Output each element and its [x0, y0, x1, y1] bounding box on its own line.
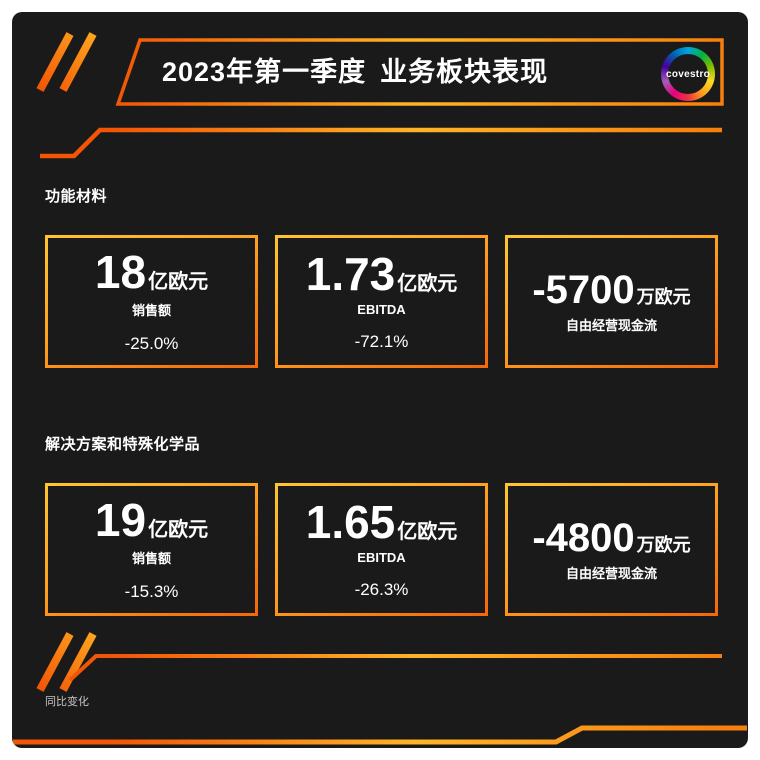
page-title-period: 2023年第一季度: [162, 57, 367, 87]
kpi-card-ss-ebitda: 1.65 亿欧元 EBITDA -26.3%: [275, 483, 488, 616]
covestro-logo-icon: covestro: [661, 47, 715, 101]
kpi-value: 19: [94, 494, 147, 546]
kpi-label: 自由经营现金流: [565, 565, 657, 581]
kpi-value: 1.65: [305, 496, 396, 548]
kpi-unit: 亿欧元: [148, 271, 209, 293]
kpi-card-body: 1.73 亿欧元 EBITDA -72.1%: [278, 238, 485, 365]
kpi-unit: 亿欧元: [397, 521, 458, 543]
bottom-slash-1: [36, 632, 74, 692]
decorative-lines: [13, 32, 747, 745]
kpi-card-body: -5700 万欧元 自由经营现金流: [508, 238, 715, 365]
kpi-card-body: 1.65 亿欧元 EBITDA -26.3%: [278, 486, 485, 613]
bottom-slash-2: [59, 632, 97, 692]
section-heading-performance-materials: 功能材料: [45, 188, 108, 205]
kpi-card-pm-sales: 18 亿欧元 销售额 -25.0%: [45, 235, 258, 368]
slide-canvas: 2023年第一季度 业务板块表现 covestro 功能材料 18 亿欧元 销售额 …: [12, 12, 748, 748]
kpi-label: EBITDA: [357, 550, 406, 565]
footnote-yoy-change: 同比变化: [45, 696, 89, 708]
kpi-change: -26.3%: [354, 580, 409, 599]
kpi-label: 销售额: [131, 303, 171, 318]
top-slash-2: [59, 32, 97, 92]
kpi-card-pm-cashflow: -5700 万欧元 自由经营现金流: [505, 235, 718, 368]
kpi-value: -5700: [532, 267, 635, 312]
kpi-card-ss-cashflow: -4800 万欧元 自由经营现金流: [505, 483, 718, 616]
kpi-value: 1.73: [305, 248, 396, 300]
kpi-value: -4800: [532, 515, 635, 560]
top-slash-1: [36, 32, 74, 92]
kpi-change: -25.0%: [124, 334, 179, 353]
kpi-unit: 亿欧元: [397, 273, 458, 295]
kpi-change: -15.3%: [124, 582, 179, 601]
kpi-label: 自由经营现金流: [565, 317, 657, 333]
kpi-label: 销售额: [131, 551, 171, 566]
kpi-change: -72.1%: [354, 332, 409, 351]
kpi-card-body: 18 亿欧元 销售额 -25.0%: [48, 238, 255, 365]
kpi-card-body: -4800 万欧元 自由经营现金流: [508, 486, 715, 613]
kpi-card-ss-sales: 19 亿欧元 销售额 -15.3%: [45, 483, 258, 616]
page-title: 2023年第一季度 业务板块表现: [162, 52, 548, 92]
kpi-unit: 亿欧元: [148, 519, 209, 541]
covestro-logo-text: covestro: [665, 68, 711, 80]
kpi-label: EBITDA: [357, 302, 406, 317]
kpi-unit: 万欧元: [636, 286, 691, 307]
kpi-unit: 万欧元: [636, 534, 691, 555]
kpi-card-pm-ebitda: 1.73 亿欧元 EBITDA -72.1%: [275, 235, 488, 368]
footer-divider: [68, 654, 722, 682]
header-divider: [40, 127, 722, 159]
section-heading-solutions-specialties: 解决方案和特殊化学品: [45, 436, 201, 453]
page-title-subject: 业务板块表现: [380, 57, 549, 87]
kpi-value: 18: [94, 246, 147, 298]
kpi-card-body: 19 亿欧元 销售额 -15.3%: [48, 486, 255, 613]
bottom-edge-line: [13, 725, 747, 745]
